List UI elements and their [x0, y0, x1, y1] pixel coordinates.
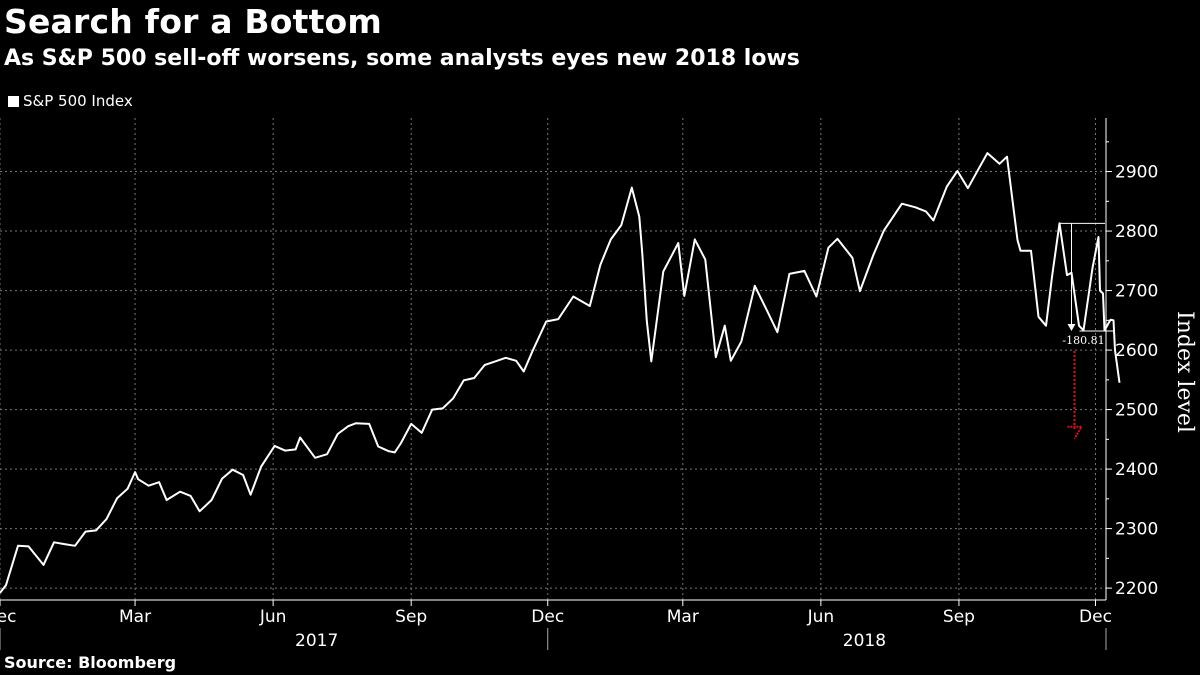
- x-tick-label: Mar: [667, 607, 699, 627]
- legend: S&P 500 Index: [8, 92, 133, 110]
- y-tick-label: 2400: [1115, 460, 1158, 480]
- x-year-label: 2018: [843, 631, 886, 651]
- drop-arrow-head: [1067, 324, 1076, 332]
- y-tick-label: 2700: [1115, 282, 1158, 302]
- x-year-label: 2017: [295, 631, 338, 651]
- y-tick-label: 2600: [1115, 341, 1158, 361]
- x-tick-label: Mar: [119, 607, 151, 627]
- projection-arrow-head: [1067, 425, 1084, 440]
- y-tick-label: 2500: [1115, 401, 1158, 421]
- x-tick-label: Sep: [395, 607, 427, 627]
- series-layer: [0, 152, 1121, 594]
- x-tick-label: Dec: [0, 607, 16, 627]
- series-line: [0, 152, 1121, 594]
- annotation-layer: -180.81: [1059, 222, 1116, 440]
- x-tick-label: Dec: [531, 607, 564, 627]
- x-tick-label: Sep: [943, 607, 975, 627]
- chart-subtitle: As S&P 500 sell-off worsens, some analys…: [4, 46, 800, 71]
- x-tick-label: Jun: [807, 607, 835, 627]
- y-tick-label: 2300: [1115, 520, 1158, 540]
- chart-title: Search for a Bottom: [4, 2, 383, 41]
- drop-label: -180.81: [1062, 334, 1104, 347]
- legend-entry: S&P 500 Index: [23, 92, 133, 110]
- source-note: Source: Bloomberg: [4, 653, 177, 672]
- legend-swatch: [8, 95, 19, 107]
- x-tick-label: Dec: [1079, 607, 1112, 627]
- x-tick-label: Jun: [259, 607, 287, 627]
- y-tick-label: 2900: [1115, 163, 1158, 183]
- y-axis-label: Index level: [1172, 311, 1197, 433]
- grid: [0, 118, 1106, 600]
- y-tick-label: 2200: [1115, 579, 1158, 599]
- y-tick-label: 2800: [1115, 222, 1158, 242]
- axes: 2200 2300 2400 2500 2600 2700 2800 2900 Dec Mar Ju…: [0, 118, 1158, 651]
